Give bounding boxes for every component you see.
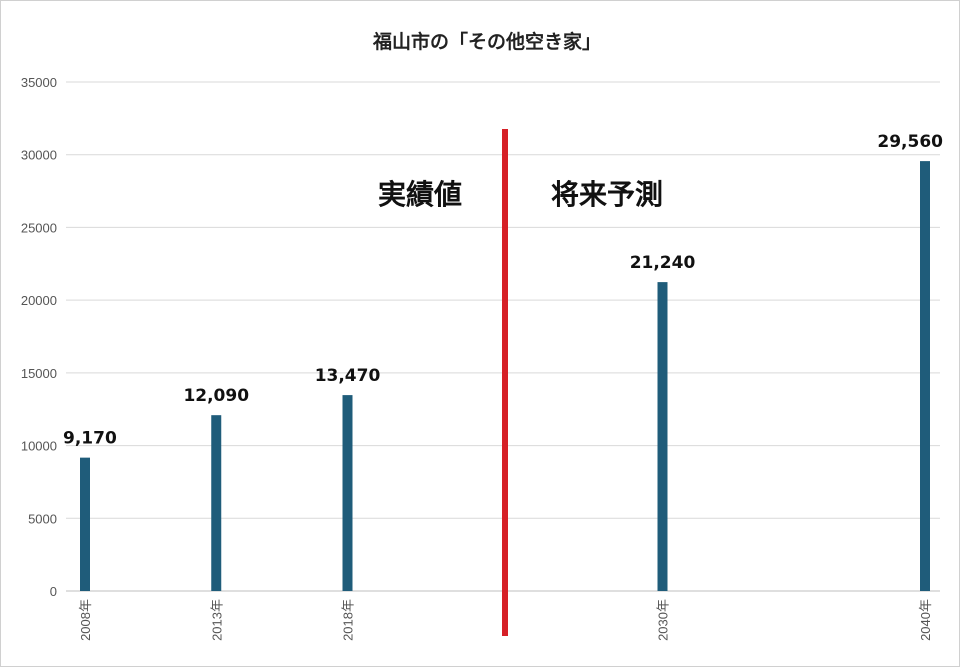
bar-2013 bbox=[211, 415, 222, 591]
y-tick-label: 25000 bbox=[21, 220, 57, 235]
y-tick-label: 0 bbox=[50, 584, 57, 599]
bars bbox=[80, 161, 930, 591]
data-label-2008: 9,170 bbox=[63, 429, 117, 449]
x-tick-label: 2013年 bbox=[209, 599, 224, 641]
data-label-2018: 13,470 bbox=[315, 366, 381, 386]
annotation-actual: 実績値 bbox=[378, 178, 462, 211]
y-tick-label: 35000 bbox=[21, 75, 57, 90]
chart-title: 福山市の「その他空き家」 bbox=[372, 30, 601, 53]
annotation-forecast: 将来予測 bbox=[551, 178, 663, 211]
y-tick-label: 30000 bbox=[21, 148, 57, 163]
bar-2030 bbox=[657, 282, 668, 591]
x-tick-label: 2008年 bbox=[78, 599, 93, 641]
y-axis-ticks: 0 5000 10000 15000 20000 25000 30000 35000 bbox=[21, 75, 57, 599]
y-tick-label: 15000 bbox=[21, 366, 57, 381]
data-label-2030: 21,240 bbox=[630, 253, 696, 273]
data-label-2013: 12,090 bbox=[183, 386, 249, 406]
y-tick-label: 20000 bbox=[21, 293, 57, 308]
data-label-2040: 29,560 bbox=[877, 132, 943, 152]
y-tick-label: 5000 bbox=[28, 511, 57, 526]
x-tick-label: 2040年 bbox=[918, 599, 933, 641]
bar-2040 bbox=[920, 161, 930, 591]
data-labels: 9,170 12,090 13,470 21,240 29,560 bbox=[63, 132, 943, 449]
y-tick-label: 10000 bbox=[21, 439, 57, 454]
bar-2018 bbox=[342, 395, 353, 591]
x-axis-ticks: 2008年 2013年 2018年 2030年 2040年 bbox=[78, 599, 933, 641]
x-tick-label: 2018年 bbox=[341, 599, 356, 641]
x-tick-label: 2030年 bbox=[656, 599, 671, 641]
bar-2008 bbox=[80, 457, 90, 591]
